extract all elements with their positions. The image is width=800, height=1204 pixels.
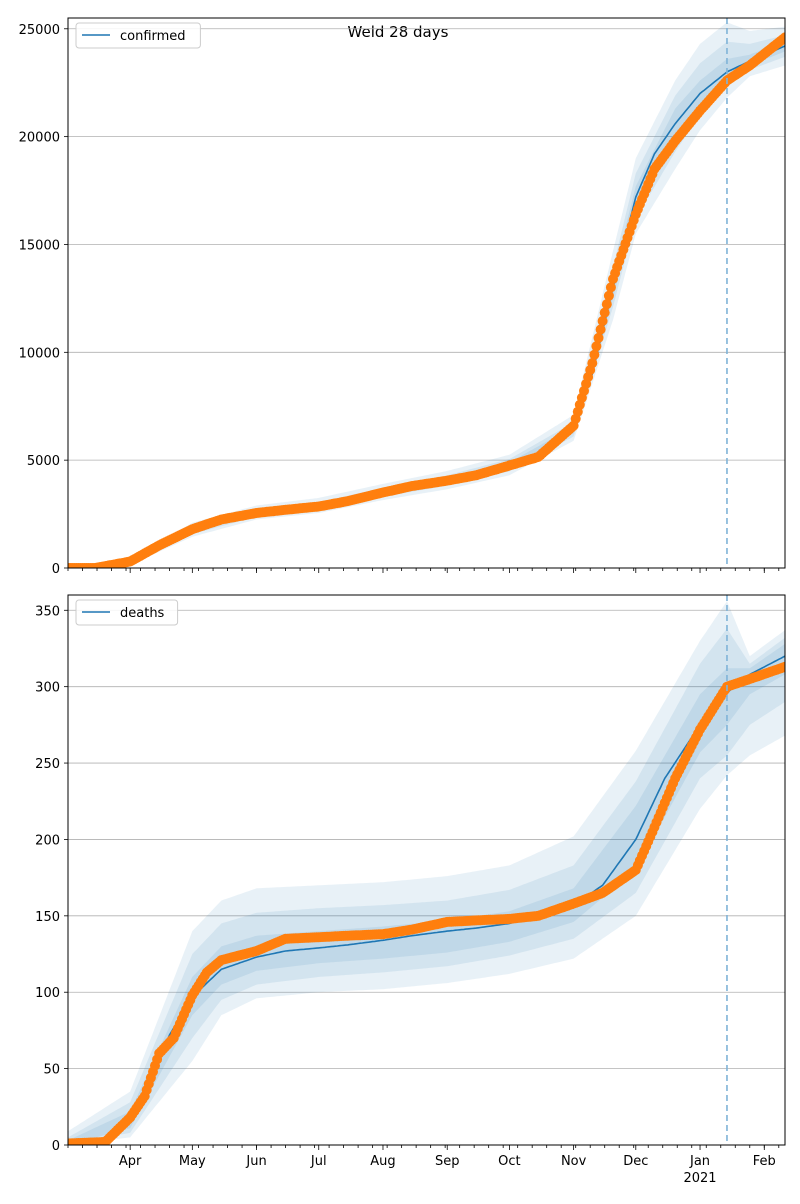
uncertainty-band-outer	[68, 22, 785, 568]
x-tick-label: Jun	[245, 1154, 266, 1169]
y-tick-label: 15000	[19, 238, 60, 253]
observed-point	[599, 307, 610, 318]
y-tick-label: 100	[35, 986, 60, 1001]
y-tick-label: 5000	[27, 454, 60, 469]
x-tick-label: Jul	[310, 1154, 327, 1169]
observed-points	[68, 32, 785, 568]
axes-frame	[67, 594, 786, 1146]
observed-point	[780, 661, 785, 672]
y-tick-label: 50	[43, 1063, 60, 1078]
observed-point	[603, 290, 614, 301]
deaths-panel: 0 50 100 150 200 250 300 350 Apr May Jun Jul Aug Sep O…	[35, 594, 786, 1186]
observed-point	[593, 332, 604, 343]
observed-point	[587, 358, 598, 369]
y-tick-label: 250	[35, 757, 60, 772]
observed-point	[780, 32, 785, 43]
y-tick-label: 300	[35, 681, 60, 696]
y-tick-label: 150	[35, 910, 60, 925]
legend-box	[75, 22, 201, 49]
observed-point	[601, 299, 612, 310]
axes-frame	[67, 17, 786, 569]
x-year-label: 2021	[683, 1171, 716, 1186]
legend-box	[75, 599, 179, 626]
x-tick-label: Jan	[689, 1154, 710, 1169]
observed-point	[597, 316, 608, 326]
uncertainty-band-middle	[68, 628, 785, 1145]
x-tick-label: Oct	[498, 1154, 520, 1169]
observed-point	[595, 324, 606, 335]
x-tick-label: Dec	[623, 1154, 648, 1169]
x-tick-label: Nov	[561, 1154, 587, 1169]
observed-point	[605, 282, 616, 293]
legend-label: confirmed	[120, 29, 186, 44]
x-tick-label: Feb	[753, 1154, 776, 1169]
y-tick-label: 200	[35, 833, 60, 848]
x-tick-label: May	[179, 1154, 206, 1169]
uncertainty-band-inner	[68, 643, 785, 1145]
y-tick-label: 0	[52, 1139, 60, 1154]
y-tick-label: 20000	[19, 131, 60, 146]
uncertainty-band-outer	[68, 601, 785, 1145]
y-tick-label: 350	[35, 604, 60, 619]
chart-title: Weld 28 days	[348, 23, 449, 41]
observed-point	[591, 341, 602, 352]
y-tick-label: 25000	[19, 23, 60, 38]
legend: deaths	[75, 599, 179, 626]
observed-points	[68, 661, 785, 1145]
legend: confirmed	[75, 22, 201, 49]
observed-point	[589, 349, 600, 360]
confirmed-panel: 0 5000 10000 15000 20000 25000 confirmed	[19, 17, 786, 577]
x-tick-label: Apr	[119, 1154, 142, 1169]
x-tick-label: Aug	[370, 1154, 395, 1169]
legend-label: deaths	[120, 606, 165, 621]
y-tick-label: 10000	[19, 346, 60, 361]
y-tick-label: 0	[52, 562, 60, 577]
x-tick-label: Sep	[435, 1154, 460, 1169]
